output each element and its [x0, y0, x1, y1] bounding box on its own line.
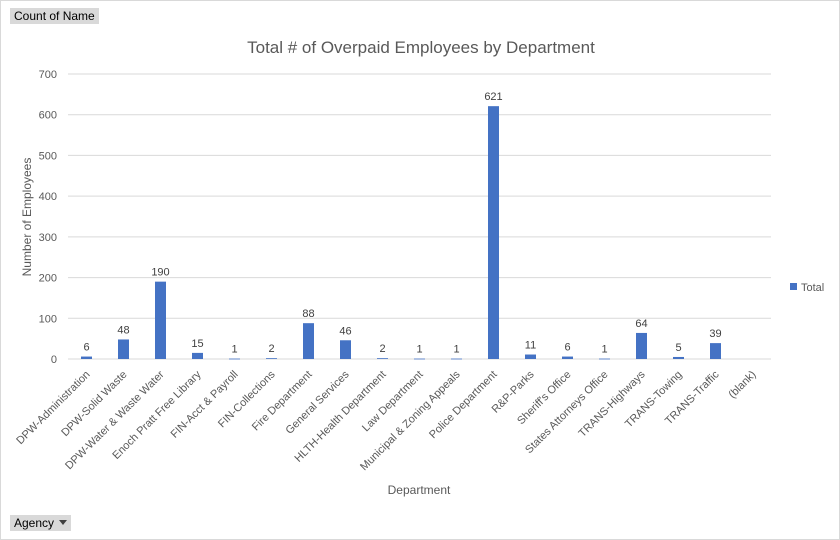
bar — [340, 340, 351, 359]
data-label: 1 — [453, 344, 459, 356]
data-label: 621 — [484, 91, 502, 103]
bar — [192, 352, 203, 359]
y-tick-label: 0 — [51, 354, 57, 366]
data-label: 5 — [675, 342, 681, 354]
data-label: 39 — [709, 328, 721, 340]
data-label: 1 — [231, 344, 237, 356]
y-tick-label: 300 — [39, 232, 57, 244]
values-field-button[interactable]: Count of Name — [10, 8, 99, 24]
data-label: 2 — [268, 343, 274, 355]
y-axis-ticks: 0 100 200 300 400 500 600 700 — [39, 69, 57, 366]
legend: Total — [790, 282, 824, 294]
bar — [636, 332, 647, 359]
data-label: 2 — [379, 343, 385, 355]
bar — [377, 358, 388, 359]
bar — [599, 358, 610, 360]
bar — [81, 356, 92, 359]
x-tick-label: DPW-Solid Waste — [59, 369, 129, 439]
y-tick-label: 600 — [39, 110, 57, 122]
x-tick-label: Police Department — [427, 369, 499, 441]
values-field-label: Count of Name — [14, 9, 95, 23]
x-tick-label: FIN-Acct & Payroll — [169, 369, 241, 441]
x-tick-label: TRANS-Highways — [576, 368, 648, 440]
bars — [81, 106, 721, 360]
bar — [451, 358, 462, 360]
data-label: 6 — [564, 342, 570, 354]
x-tick-label: General Services — [283, 368, 351, 436]
bar — [488, 106, 499, 360]
agency-field-label: Agency — [14, 516, 55, 530]
bar — [562, 356, 573, 359]
bar — [118, 339, 129, 359]
y-tick-label: 100 — [39, 313, 57, 325]
bar — [229, 358, 240, 360]
bar — [266, 358, 277, 359]
agency-field-button[interactable]: Agency — [10, 515, 72, 531]
y-tick-label: 200 — [39, 273, 57, 285]
data-label: 190 — [151, 267, 169, 279]
data-label: 64 — [635, 318, 647, 330]
bar — [525, 354, 536, 359]
y-tick-label: 500 — [39, 150, 57, 162]
data-label: 88 — [302, 308, 314, 320]
bar — [710, 343, 721, 359]
y-tick-label: 700 — [39, 69, 57, 81]
data-label: 15 — [191, 338, 203, 350]
x-axis-title: Department — [388, 483, 451, 497]
data-label: 1 — [416, 344, 422, 356]
data-label: 1 — [601, 344, 607, 356]
data-label: 11 — [525, 340, 536, 352]
bar — [414, 358, 425, 360]
gridlines — [68, 73, 771, 360]
data-label: 46 — [339, 325, 351, 337]
legend-label-total: Total — [801, 282, 824, 294]
bar — [673, 356, 684, 359]
bar — [303, 323, 314, 359]
y-tick-label: 400 — [39, 191, 57, 203]
dropdown-arrow-icon — [59, 520, 68, 526]
data-label: 6 — [83, 342, 89, 354]
x-tick-label: (blank) — [726, 369, 758, 401]
y-axis-title: Number of Employees — [20, 158, 34, 277]
data-label: 48 — [117, 324, 129, 336]
bar — [155, 281, 166, 359]
legend-swatch-total — [790, 283, 797, 290]
chart-title: Total # of Overpaid Employees by Departm… — [247, 38, 595, 57]
